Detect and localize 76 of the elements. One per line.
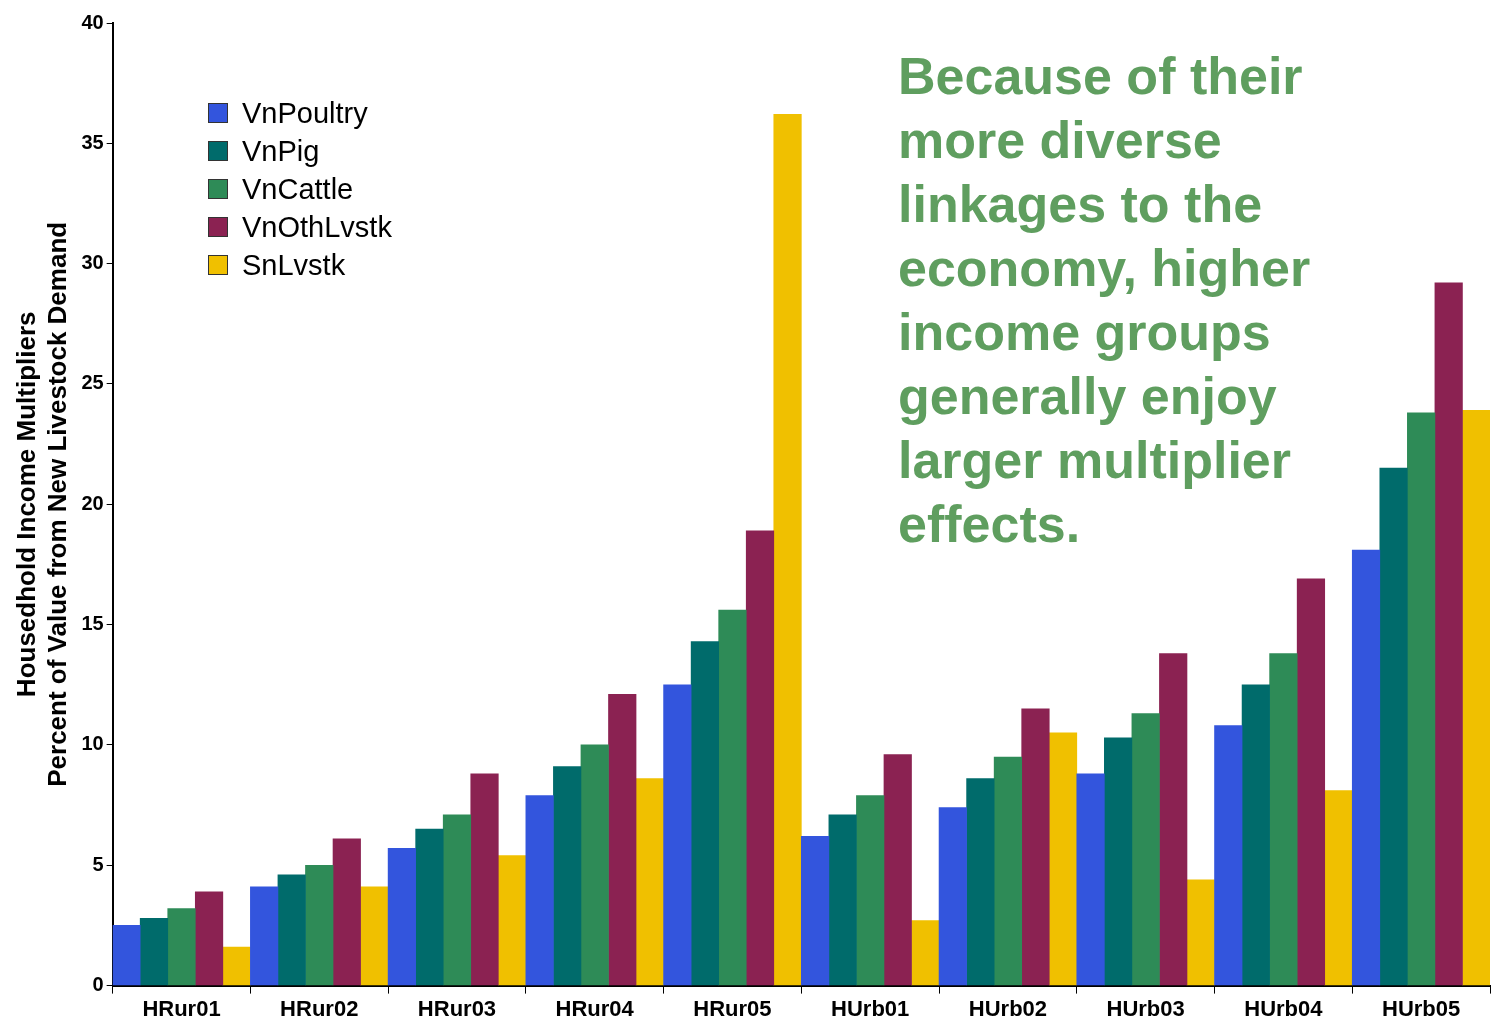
bar	[194, 891, 224, 986]
y-tick-label: 40	[81, 10, 104, 33]
y-tick-label: 25	[81, 371, 104, 394]
x-tick-label: HUrb02	[968, 995, 1048, 1021]
bar	[112, 925, 141, 986]
bar	[332, 838, 361, 986]
bar	[360, 886, 389, 986]
bar	[828, 814, 857, 986]
bar	[222, 946, 251, 986]
bar	[580, 744, 609, 986]
bar	[800, 836, 830, 986]
bar	[1351, 549, 1381, 986]
bar	[415, 828, 444, 986]
bar	[635, 778, 664, 986]
bar	[1076, 773, 1105, 986]
bar	[718, 609, 747, 986]
bar	[1269, 653, 1298, 986]
y-tick-label: 5	[92, 852, 104, 875]
bar	[525, 795, 554, 986]
bar	[305, 864, 334, 986]
bar	[1131, 713, 1160, 986]
bar	[883, 754, 912, 986]
bar	[1214, 725, 1243, 986]
x-tick-label: HUrb03	[1106, 995, 1185, 1021]
bar	[993, 756, 1023, 986]
x-tick-label: HRur03	[417, 995, 497, 1021]
bar	[1159, 653, 1188, 986]
legend-label: VnOthLvstk	[242, 210, 392, 244]
bar	[470, 773, 499, 986]
bar	[139, 917, 169, 986]
x-tick-label: HUrb04	[1244, 995, 1324, 1021]
y-tick-label: 20	[81, 491, 104, 514]
x-tick-label: HRur02	[280, 995, 359, 1021]
bar	[250, 886, 279, 986]
bar	[911, 920, 940, 986]
bar	[553, 766, 582, 986]
y-tick-label: 0	[92, 973, 104, 996]
bar	[1379, 467, 1408, 986]
bar	[690, 641, 720, 986]
bar	[1104, 737, 1133, 986]
bar	[773, 114, 802, 986]
bar	[608, 694, 637, 986]
legend-label: VnCattle	[242, 172, 354, 206]
x-tick-label: HRur01	[142, 995, 221, 1021]
bar	[1186, 879, 1215, 986]
annotation: Because of their more diverse linkages to the economy, higher income groups generally enjoy larger multiplier effects.	[898, 46, 1312, 555]
bar	[966, 778, 995, 986]
bar	[497, 855, 527, 986]
y-tick-label: 10	[81, 732, 104, 755]
bar	[277, 874, 306, 986]
bar	[1324, 790, 1353, 986]
bar	[387, 848, 416, 986]
bar	[1241, 684, 1270, 986]
bar	[1021, 708, 1050, 986]
legend-label: SnLvstk	[242, 248, 346, 282]
bar	[1048, 732, 1078, 986]
bar	[856, 795, 885, 986]
y-tick-label: 15	[81, 612, 104, 635]
bar	[745, 530, 775, 986]
bar	[1434, 282, 1463, 986]
y-axis-title: Housedhold Income Multipliers Percent of Value from New Livestock Demand	[10, 221, 72, 787]
x-tick-label: HRur05	[693, 995, 772, 1021]
bar	[167, 908, 196, 986]
legend-label: VnPoultry	[242, 96, 368, 130]
bar	[1296, 578, 1326, 986]
y-tick-label: 30	[81, 251, 104, 274]
x-tick-label: HUrb01	[831, 995, 910, 1021]
y-tick-label: 35	[81, 130, 104, 153]
bar	[1407, 412, 1436, 986]
bar	[442, 814, 472, 986]
x-tick-label: HUrb05	[1382, 995, 1461, 1021]
legend-label: VnPig	[242, 134, 320, 168]
bar	[1462, 410, 1490, 986]
x-tick-label: HRur04	[555, 995, 635, 1021]
bar	[663, 684, 692, 986]
bar	[938, 807, 967, 986]
